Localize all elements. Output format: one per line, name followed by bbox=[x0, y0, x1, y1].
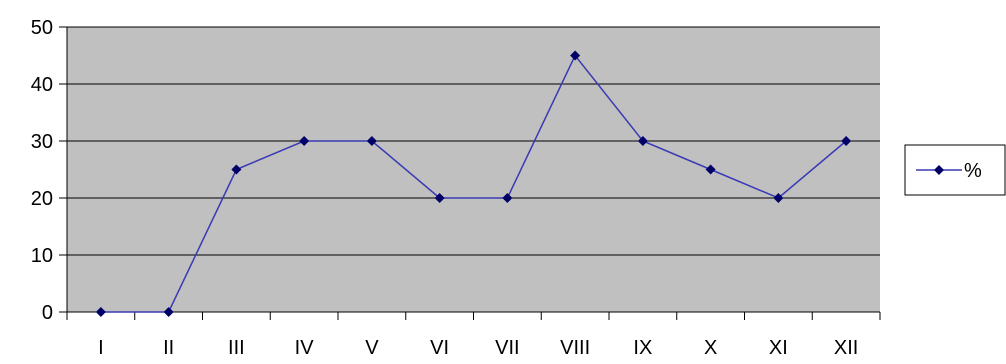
x-tick-label: IX bbox=[633, 337, 652, 359]
series-line bbox=[100, 54, 847, 313]
y-tick-label: 20 bbox=[31, 188, 53, 210]
legend-label: % bbox=[964, 160, 982, 182]
legend-marker-swatch bbox=[934, 165, 944, 175]
legend: % bbox=[904, 144, 1006, 196]
x-tick-label: I bbox=[98, 337, 104, 359]
y-tick-label: 10 bbox=[31, 245, 53, 267]
data-point-VIII bbox=[570, 50, 581, 61]
x-tick-label: V bbox=[365, 337, 379, 359]
x-tick-label: VIII bbox=[560, 337, 590, 359]
y-tick-label: 0 bbox=[42, 302, 53, 324]
x-tick-label: XII bbox=[834, 337, 858, 359]
data-point-XI bbox=[773, 193, 784, 203]
data-point-IV bbox=[299, 136, 310, 146]
data-point-V bbox=[366, 136, 377, 146]
data-point-VI bbox=[434, 193, 445, 203]
x-tick-label: X bbox=[704, 337, 717, 359]
x-tick-label: VII bbox=[495, 337, 519, 359]
plot-area bbox=[67, 27, 880, 312]
x-ticks: I II III IV V VI VII VIII IX X XI XII bbox=[66, 312, 881, 359]
data-point-VII bbox=[502, 193, 513, 203]
data-point-III bbox=[231, 164, 242, 175]
y-ticks: 0 10 20 30 40 50 bbox=[31, 17, 67, 324]
data-point-II bbox=[163, 307, 174, 317]
x-tick-label: IV bbox=[295, 337, 315, 359]
x-tick-label: III bbox=[228, 337, 245, 359]
data-point-I bbox=[95, 307, 106, 317]
axes bbox=[59, 27, 880, 320]
series-markers bbox=[95, 50, 852, 317]
x-tick-label: II bbox=[163, 337, 174, 359]
y-tick-label: 30 bbox=[31, 131, 53, 153]
data-point-XII bbox=[841, 136, 852, 146]
y-tick-label: 50 bbox=[31, 17, 53, 39]
x-tick-label: VI bbox=[430, 337, 449, 359]
x-tick-label: XI bbox=[769, 337, 788, 359]
series-lines bbox=[100, 54, 847, 313]
data-point-X bbox=[705, 164, 716, 175]
y-tick-label: 40 bbox=[31, 74, 53, 96]
data-point-IX bbox=[637, 136, 648, 146]
